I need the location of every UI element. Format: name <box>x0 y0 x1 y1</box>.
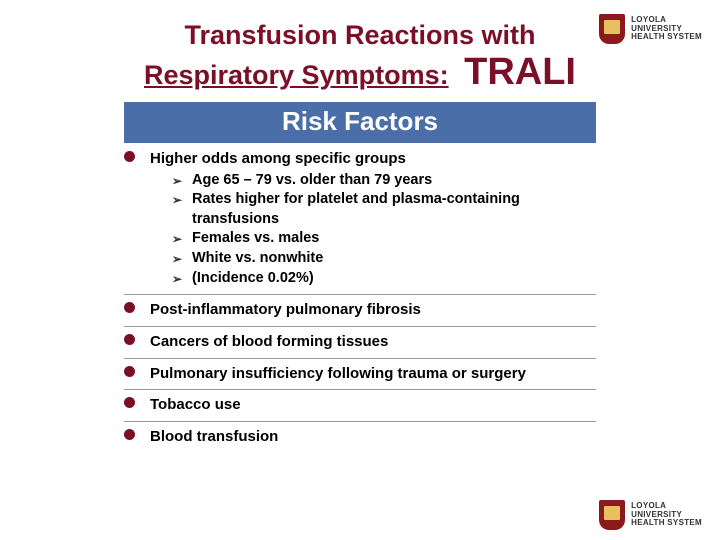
separator <box>124 294 596 295</box>
sub-text: Age 65 – 79 vs. older than 79 years <box>192 172 432 188</box>
arrow-icon: ➢ <box>172 231 182 247</box>
sub-text: Females vs. males <box>192 230 319 246</box>
sub-item: ➢ Females vs. males <box>172 229 596 249</box>
logo-top: LOYOLA UNIVERSITY HEALTH SYSTEM <box>599 14 702 44</box>
arrow-icon: ➢ <box>172 173 182 189</box>
section-header: Risk Factors <box>124 102 596 143</box>
logo-line3: HEALTH SYSTEM <box>631 33 702 42</box>
title-underlined: Respiratory Symptoms: <box>144 60 449 90</box>
sub-text: (Incidence 0.02%) <box>192 270 314 286</box>
list-item: Blood transfusion <box>124 425 596 450</box>
list-item: Cancers of blood forming tissues <box>124 330 596 355</box>
bullet-icon <box>124 151 135 162</box>
sub-text: White vs. nonwhite <box>192 250 323 266</box>
logo-text-top: LOYOLA UNIVERSITY HEALTH SYSTEM <box>631 16 702 42</box>
logo-line3: HEALTH SYSTEM <box>631 519 702 528</box>
shield-icon <box>599 500 625 530</box>
item-text: Tobacco use <box>150 396 596 415</box>
bullet-icon <box>124 366 135 377</box>
bullet-icon <box>124 397 135 408</box>
list-item: Post-inflammatory pulmonary fibrosis <box>124 298 596 323</box>
arrow-icon: ➢ <box>172 251 182 267</box>
content-list: Higher odds among specific groups ➢ Age 6… <box>124 147 596 450</box>
logo-text-bottom: LOYOLA UNIVERSITY HEALTH SYSTEM <box>631 502 702 528</box>
list-item: Pulmonary insufficiency following trauma… <box>124 362 596 387</box>
item-text: Cancers of blood forming tissues <box>150 333 596 352</box>
arrow-icon: ➢ <box>172 192 182 208</box>
separator <box>124 421 596 422</box>
sub-item: ➢ Age 65 – 79 vs. older than 79 years <box>172 171 596 191</box>
separator <box>124 326 596 327</box>
sub-text: Rates higher for platelet and plasma-con… <box>192 191 520 227</box>
sub-list: ➢ Age 65 – 79 vs. older than 79 years ➢ Ra… <box>150 171 596 288</box>
separator <box>124 358 596 359</box>
list-item: Higher odds among specific groups ➢ Age 6… <box>124 147 596 291</box>
item-text: Higher odds among specific groups <box>150 150 596 169</box>
title-trali: TRALI <box>464 51 576 93</box>
arrow-icon: ➢ <box>172 271 182 287</box>
sub-item: ➢ Rates higher for platelet and plasma-co… <box>172 190 596 229</box>
bullet-icon <box>124 302 135 313</box>
item-text: Pulmonary insufficiency following trauma… <box>150 365 596 384</box>
logo-bottom: LOYOLA UNIVERSITY HEALTH SYSTEM <box>599 500 702 530</box>
sub-item: ➢ (Incidence 0.02%) <box>172 269 596 289</box>
bullet-icon <box>124 334 135 345</box>
sub-item: ➢ White vs. nonwhite <box>172 249 596 269</box>
item-text: Post-inflammatory pulmonary fibrosis <box>150 301 596 320</box>
bullet-icon <box>124 429 135 440</box>
separator <box>124 389 596 390</box>
shield-icon <box>599 14 625 44</box>
title-line-2: Respiratory Symptoms: TRALI <box>0 51 720 94</box>
item-text: Blood transfusion <box>150 428 596 447</box>
list-item: Tobacco use <box>124 393 596 418</box>
